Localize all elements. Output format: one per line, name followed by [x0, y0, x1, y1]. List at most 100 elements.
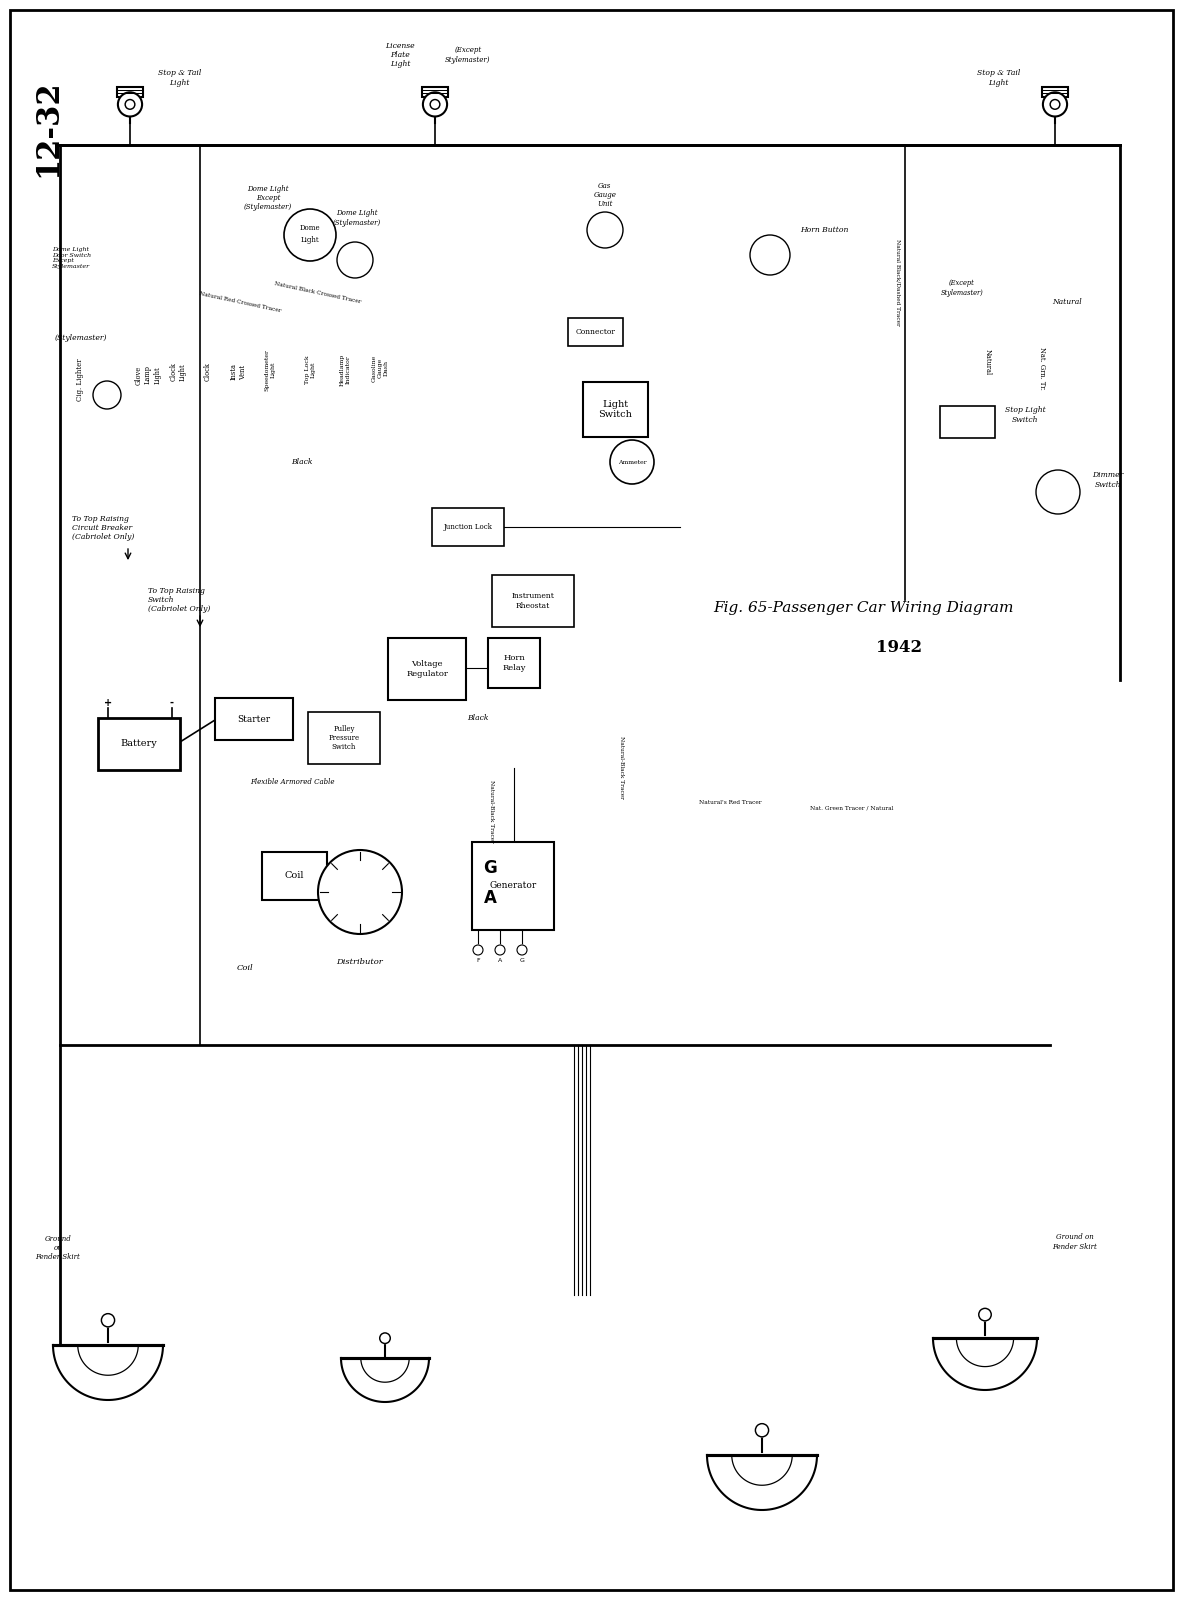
Text: Light
Switch: Light Switch	[599, 400, 633, 419]
Text: Horn Button: Horn Button	[800, 226, 848, 234]
Text: Natural's Red Tracer: Natural's Red Tracer	[699, 800, 762, 805]
Text: Pulley
Pressure
Switch: Pulley Pressure Switch	[329, 725, 360, 752]
Text: Connector: Connector	[576, 328, 615, 336]
Text: Clock
Light: Clock Light	[169, 363, 187, 381]
Circle shape	[473, 946, 483, 955]
Text: Fig. 65-Passenger Car Wiring Diagram: Fig. 65-Passenger Car Wiring Diagram	[713, 602, 1014, 614]
Circle shape	[610, 440, 654, 483]
Text: Horn
Relay: Horn Relay	[503, 654, 525, 672]
Text: Battery: Battery	[121, 739, 157, 749]
Text: A: A	[498, 958, 502, 963]
Text: Cig. Lighter: Cig. Lighter	[76, 358, 84, 402]
Text: A: A	[484, 890, 497, 907]
Text: Starter: Starter	[238, 715, 271, 723]
Circle shape	[337, 242, 373, 278]
Polygon shape	[53, 1346, 163, 1400]
Text: Dome: Dome	[299, 224, 321, 232]
Text: G: G	[483, 859, 497, 877]
Circle shape	[318, 850, 402, 934]
Bar	[422, 86, 448, 96]
Bar	[432, 509, 504, 546]
Text: Natural-Black Tracer: Natural-Black Tracer	[490, 781, 494, 843]
Text: Nat. Grn. Tr.: Nat. Grn. Tr.	[1037, 347, 1046, 389]
Bar	[568, 318, 623, 346]
Text: Ground
on
Fender Skirt: Ground on Fender Skirt	[35, 1235, 80, 1261]
Bar	[472, 842, 554, 930]
Text: Clock: Clock	[203, 363, 212, 381]
Text: Coil: Coil	[285, 872, 304, 880]
Polygon shape	[341, 1358, 429, 1402]
Text: -: -	[170, 698, 174, 707]
Text: Natural: Natural	[984, 349, 993, 374]
Text: G: G	[519, 958, 524, 963]
Text: (Stylemaster): (Stylemaster)	[54, 334, 108, 342]
Bar	[388, 638, 466, 701]
Bar	[117, 86, 143, 96]
Text: Nat. Green Tracer / Natural: Nat. Green Tracer / Natural	[810, 805, 893, 811]
Text: Dome Light
Except
(Stylemaster): Dome Light Except (Stylemaster)	[244, 184, 292, 211]
Text: Ground on
Fender Skirt: Ground on Fender Skirt	[1053, 1234, 1098, 1251]
Circle shape	[93, 381, 121, 410]
Circle shape	[431, 99, 440, 109]
Text: To Top Raising
Circuit Breaker
(Cabriolet Only): To Top Raising Circuit Breaker (Cabriole…	[72, 515, 135, 541]
Text: +: +	[104, 698, 112, 707]
Text: Junction Lock: Junction Lock	[444, 523, 492, 531]
Text: Black: Black	[291, 458, 312, 466]
Circle shape	[978, 1309, 991, 1322]
Bar	[308, 712, 380, 765]
Text: Dome Light
Door Switch
Except
Stylemaster: Dome Light Door Switch Except Stylemaste…	[52, 246, 91, 269]
Polygon shape	[707, 1454, 817, 1510]
Text: Speedometer
Light: Speedometer Light	[265, 349, 276, 390]
Text: (Except
Stylemaster): (Except Stylemaster)	[940, 280, 983, 296]
Text: Natural Black Crossed Tracer: Natural Black Crossed Tracer	[274, 282, 362, 304]
Circle shape	[517, 946, 526, 955]
Circle shape	[380, 1333, 390, 1344]
Text: Flexible Armored Cable: Flexible Armored Cable	[250, 778, 335, 786]
Text: Insta
Vent: Insta Vent	[230, 363, 246, 381]
Text: (Except
Stylemaster): (Except Stylemaster)	[445, 46, 491, 64]
Bar	[1042, 86, 1068, 96]
Circle shape	[422, 93, 447, 117]
Text: Ammeter: Ammeter	[618, 459, 646, 464]
Text: Instrument
Rheostat: Instrument Rheostat	[511, 592, 555, 610]
Circle shape	[587, 211, 623, 248]
Text: Natural-Black Tracer: Natural-Black Tracer	[620, 736, 625, 800]
Text: Headlamp
Indicator: Headlamp Indicator	[340, 354, 350, 386]
Text: 1942: 1942	[877, 640, 922, 656]
Text: Generator: Generator	[490, 882, 537, 891]
Circle shape	[284, 210, 336, 261]
Bar	[215, 698, 293, 739]
Text: Voltage
Regulator: Voltage Regulator	[406, 661, 448, 678]
Text: License
Plate
Light: License Plate Light	[386, 42, 415, 69]
Text: Stop Light
Switch: Stop Light Switch	[1006, 406, 1046, 424]
Text: Stop & Tail
Light: Stop & Tail Light	[159, 69, 201, 86]
Bar	[261, 851, 327, 899]
Text: Natural Red Crossed Tracer: Natural Red Crossed Tracer	[199, 291, 282, 314]
Text: Dome Light
(Stylemaster): Dome Light (Stylemaster)	[332, 210, 381, 227]
Bar	[98, 718, 180, 770]
Text: Gas
Gauge
Unit: Gas Gauge Unit	[594, 182, 616, 208]
Text: Distributor: Distributor	[337, 958, 383, 966]
Circle shape	[118, 93, 142, 117]
Circle shape	[756, 1424, 769, 1437]
Text: Glove
Lamp
Light: Glove Lamp Light	[135, 365, 161, 384]
Text: Black: Black	[467, 714, 489, 722]
Text: Natural Black/Dashed Tracer: Natural Black/Dashed Tracer	[896, 238, 900, 325]
Circle shape	[1036, 470, 1080, 514]
Circle shape	[1051, 99, 1060, 109]
Text: Dimmer
Switch: Dimmer Switch	[1092, 472, 1123, 488]
Text: Stop & Tail
Light: Stop & Tail Light	[977, 69, 1020, 86]
Bar	[940, 406, 995, 438]
Text: Natural: Natural	[1052, 298, 1081, 306]
Circle shape	[750, 235, 790, 275]
Text: Light: Light	[300, 235, 319, 243]
Bar	[492, 574, 574, 627]
Polygon shape	[933, 1338, 1037, 1390]
Bar	[489, 638, 539, 688]
Circle shape	[1043, 93, 1067, 117]
Text: To Top Raising
Switch
(Cabriolet Only): To Top Raising Switch (Cabriolet Only)	[148, 587, 211, 613]
Circle shape	[494, 946, 505, 955]
Text: Coil: Coil	[237, 963, 253, 971]
Text: Top Lock
Light: Top Lock Light	[304, 355, 316, 384]
Bar	[583, 382, 648, 437]
